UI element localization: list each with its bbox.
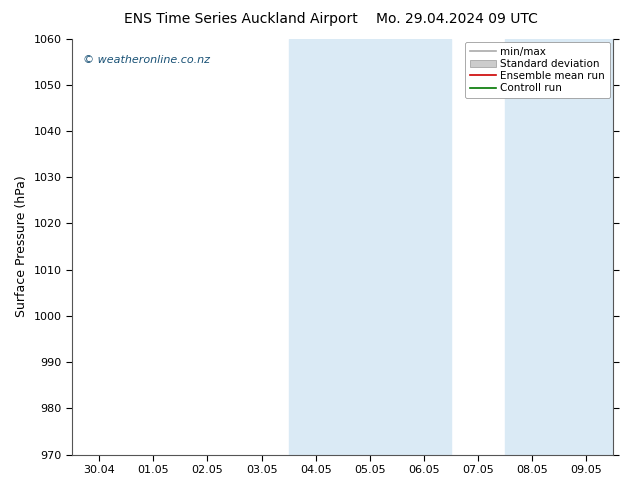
Y-axis label: Surface Pressure (hPa): Surface Pressure (hPa)	[15, 176, 28, 318]
Text: ENS Time Series Auckland Airport: ENS Time Series Auckland Airport	[124, 12, 358, 26]
Bar	[505, 39, 614, 455]
Text: © weatheronline.co.nz: © weatheronline.co.nz	[83, 55, 210, 65]
Bar	[288, 39, 451, 455]
Legend: min/max, Standard deviation, Ensemble mean run, Controll run: min/max, Standard deviation, Ensemble me…	[465, 42, 611, 98]
Text: Mo. 29.04.2024 09 UTC: Mo. 29.04.2024 09 UTC	[375, 12, 538, 26]
